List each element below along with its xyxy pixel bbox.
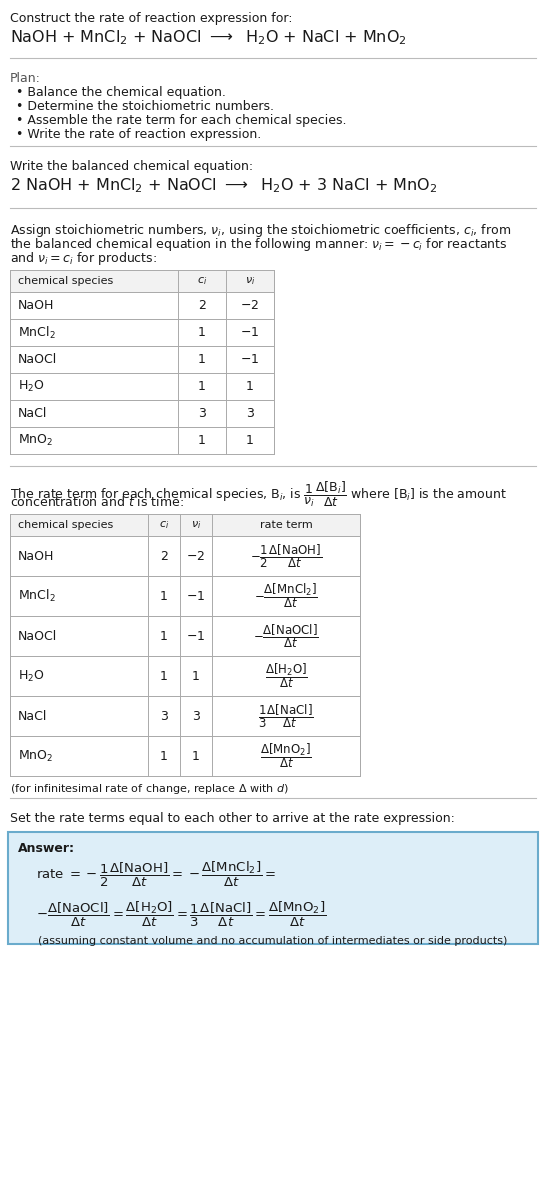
FancyBboxPatch shape [10, 320, 274, 346]
Text: 1: 1 [192, 670, 200, 682]
Text: concentration and $t$ is time:: concentration and $t$ is time: [10, 495, 184, 508]
Text: NaOCl: NaOCl [18, 353, 57, 366]
Text: Plan:: Plan: [10, 72, 41, 86]
Text: Write the balanced chemical equation:: Write the balanced chemical equation: [10, 160, 253, 173]
Text: NaOH: NaOH [18, 550, 55, 562]
Text: The rate term for each chemical species, B$_i$, is $\dfrac{1}{\nu_i}\dfrac{\Delt: The rate term for each chemical species,… [10, 480, 507, 510]
Text: 1: 1 [198, 380, 206, 393]
Text: 2: 2 [160, 550, 168, 562]
FancyBboxPatch shape [8, 832, 538, 944]
FancyBboxPatch shape [10, 576, 360, 617]
Text: (for infinitesimal rate of change, replace $\Delta$ with $d$): (for infinitesimal rate of change, repla… [10, 782, 289, 796]
Text: $\dfrac{\Delta[\mathrm{MnO_2}]}{\Delta t}$: $\dfrac{\Delta[\mathrm{MnO_2}]}{\Delta t… [260, 741, 312, 770]
FancyBboxPatch shape [10, 400, 274, 426]
Text: $-1$: $-1$ [186, 589, 206, 602]
Text: H$_2$O: H$_2$O [18, 379, 45, 394]
Text: NaCl: NaCl [18, 709, 48, 722]
Text: MnO$_2$: MnO$_2$ [18, 432, 54, 448]
Text: NaOCl: NaOCl [18, 630, 57, 643]
Text: rate term: rate term [260, 520, 312, 530]
Text: 2: 2 [198, 299, 206, 312]
Text: 1: 1 [198, 434, 206, 447]
Text: $-2$: $-2$ [240, 299, 259, 312]
Text: 1: 1 [160, 670, 168, 682]
Text: 1: 1 [160, 630, 168, 643]
Text: 1: 1 [246, 434, 254, 447]
Text: $\dfrac{1}{3}\dfrac{\Delta[\mathrm{NaCl}]}{\Delta t}$: $\dfrac{1}{3}\dfrac{\Delta[\mathrm{NaCl}… [258, 702, 314, 729]
Text: • Write the rate of reaction expression.: • Write the rate of reaction expression. [16, 128, 261, 141]
FancyBboxPatch shape [10, 514, 360, 536]
Text: 3: 3 [192, 709, 200, 722]
Text: and $\nu_i = c_i$ for products:: and $\nu_i = c_i$ for products: [10, 249, 157, 267]
FancyBboxPatch shape [10, 346, 274, 373]
Text: $-1$: $-1$ [186, 630, 206, 643]
Text: MnO$_2$: MnO$_2$ [18, 748, 54, 764]
Text: NaCl: NaCl [18, 407, 48, 421]
Text: NaOH + MnCl$_2$ + NaOCl $\longrightarrow$  H$_2$O + NaCl + MnO$_2$: NaOH + MnCl$_2$ + NaOCl $\longrightarrow… [10, 29, 407, 46]
Text: 1: 1 [160, 750, 168, 763]
Text: • Balance the chemical equation.: • Balance the chemical equation. [16, 86, 226, 99]
Text: Set the rate terms equal to each other to arrive at the rate expression:: Set the rate terms equal to each other t… [10, 813, 455, 824]
FancyBboxPatch shape [10, 373, 274, 400]
Text: 1: 1 [246, 380, 254, 393]
Text: • Assemble the rate term for each chemical species.: • Assemble the rate term for each chemic… [16, 114, 347, 127]
FancyBboxPatch shape [10, 696, 360, 737]
Text: • Determine the stoichiometric numbers.: • Determine the stoichiometric numbers. [16, 100, 274, 113]
Text: $-\dfrac{\Delta[\mathrm{MnCl_2}]}{\Delta t}$: $-\dfrac{\Delta[\mathrm{MnCl_2}]}{\Delta… [254, 582, 318, 611]
Text: NaOH: NaOH [18, 299, 55, 312]
Text: $\nu_i$: $\nu_i$ [245, 276, 255, 286]
Text: $-1$: $-1$ [240, 353, 259, 366]
FancyBboxPatch shape [10, 292, 274, 320]
Text: 3: 3 [160, 709, 168, 722]
Text: MnCl$_2$: MnCl$_2$ [18, 588, 56, 604]
Text: $\nu_i$: $\nu_i$ [191, 519, 201, 531]
Text: 3: 3 [246, 407, 254, 421]
FancyBboxPatch shape [10, 737, 360, 776]
Text: H$_2$O: H$_2$O [18, 669, 45, 683]
Text: $-\dfrac{\Delta[\mathrm{NaOCl}]}{\Delta t}$: $-\dfrac{\Delta[\mathrm{NaOCl}]}{\Delta … [253, 623, 319, 650]
Text: MnCl$_2$: MnCl$_2$ [18, 324, 56, 341]
Text: Assign stoichiometric numbers, $\nu_i$, using the stoichiometric coefficients, $: Assign stoichiometric numbers, $\nu_i$, … [10, 222, 511, 239]
Text: $-\dfrac{1}{2}\dfrac{\Delta[\mathrm{NaOH}]}{\Delta t}$: $-\dfrac{1}{2}\dfrac{\Delta[\mathrm{NaOH… [250, 542, 322, 570]
Text: chemical species: chemical species [18, 276, 113, 286]
Text: the balanced chemical equation in the following manner: $\nu_i = -c_i$ for react: the balanced chemical equation in the fo… [10, 236, 507, 253]
Text: 1: 1 [192, 750, 200, 763]
Text: Construct the rate of reaction expression for:: Construct the rate of reaction expressio… [10, 12, 293, 25]
Text: (assuming constant volume and no accumulation of intermediates or side products): (assuming constant volume and no accumul… [38, 936, 508, 946]
Text: $-\dfrac{\Delta[\mathrm{NaOCl}]}{\Delta t} = \dfrac{\Delta[\mathrm{H_2O}]}{\Delt: $-\dfrac{\Delta[\mathrm{NaOCl}]}{\Delta … [36, 901, 327, 929]
FancyBboxPatch shape [10, 617, 360, 656]
Text: rate $= -\dfrac{1}{2}\dfrac{\Delta[\mathrm{NaOH}]}{\Delta t} = -\dfrac{\Delta[\m: rate $= -\dfrac{1}{2}\dfrac{\Delta[\math… [36, 860, 276, 890]
Text: Answer:: Answer: [18, 842, 75, 855]
Text: 1: 1 [160, 589, 168, 602]
Text: $-1$: $-1$ [240, 326, 259, 339]
FancyBboxPatch shape [10, 270, 274, 292]
Text: 3: 3 [198, 407, 206, 421]
Text: $\dfrac{\Delta[\mathrm{H_2O}]}{\Delta t}$: $\dfrac{\Delta[\mathrm{H_2O}]}{\Delta t}… [264, 662, 307, 690]
Text: $c_i$: $c_i$ [197, 276, 207, 286]
FancyBboxPatch shape [10, 426, 274, 454]
Text: 1: 1 [198, 353, 206, 366]
FancyBboxPatch shape [10, 656, 360, 696]
Text: $-2$: $-2$ [186, 550, 205, 562]
Text: 1: 1 [198, 326, 206, 339]
Text: chemical species: chemical species [18, 520, 113, 530]
Text: 2 NaOH + MnCl$_2$ + NaOCl $\longrightarrow$  H$_2$O + 3 NaCl + MnO$_2$: 2 NaOH + MnCl$_2$ + NaOCl $\longrightarr… [10, 176, 437, 195]
Text: $c_i$: $c_i$ [159, 519, 169, 531]
FancyBboxPatch shape [10, 536, 360, 576]
